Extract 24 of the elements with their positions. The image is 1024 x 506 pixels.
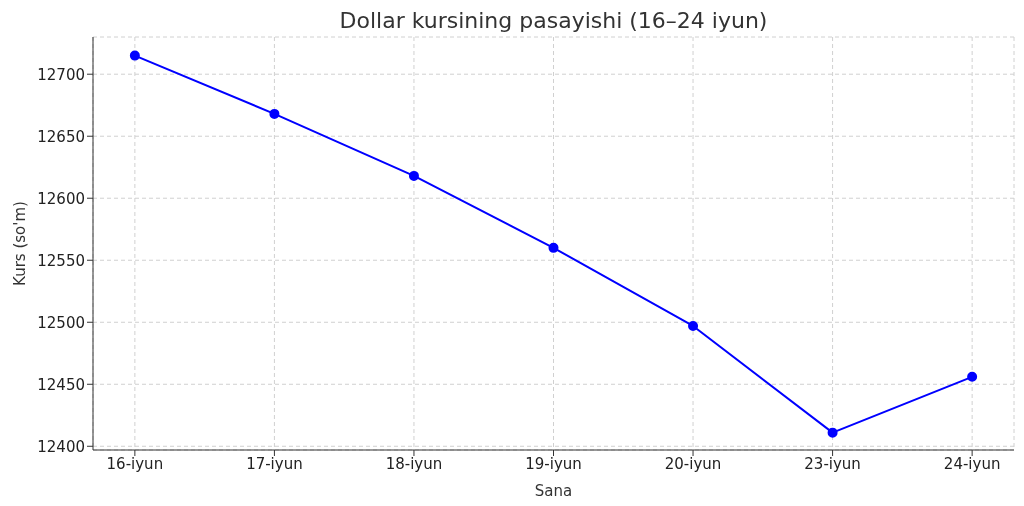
x-tick-label: 18-iyun [385, 454, 443, 473]
point [967, 371, 978, 382]
chart-title: Dollar kursining pasayishi (16–24 iyun) [338, 8, 769, 33]
y-tick-label: 12550 [37, 251, 85, 270]
y-tick-label: 12600 [37, 189, 85, 208]
y-tick-label: 12400 [37, 437, 85, 456]
point [269, 108, 280, 119]
y-tick-label: 12500 [37, 313, 85, 332]
y-tick-label: 12450 [37, 375, 85, 394]
point [548, 242, 559, 253]
x-tick-label: 23-iyun [804, 454, 861, 473]
x-tick-label: 17-iyun [246, 454, 303, 473]
point [827, 427, 838, 438]
y-tick-label: 12650 [37, 127, 85, 146]
y-tick-label: 12700 [37, 65, 85, 84]
point [408, 170, 419, 181]
y-axis-title: Kurs (so'm) [11, 201, 30, 286]
x-tick-label: 24-iyun [943, 454, 1001, 473]
x-tick-label: 19-iyun [525, 454, 582, 473]
x-tick-label: 16-iyun [106, 454, 164, 473]
point [688, 320, 699, 331]
x-axis-title: Sana [534, 482, 573, 500]
point [129, 50, 140, 61]
x-tick-label: 20-iyun [664, 454, 722, 473]
